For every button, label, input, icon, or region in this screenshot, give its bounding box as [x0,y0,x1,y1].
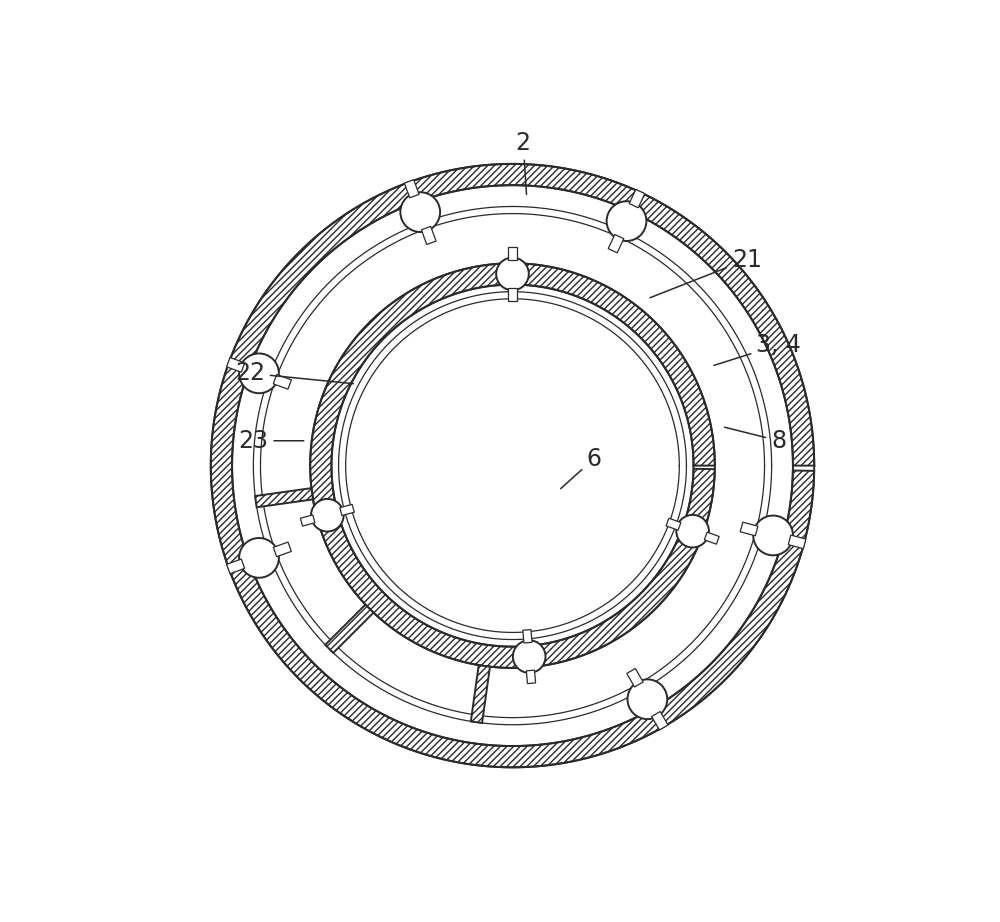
Circle shape [311,499,344,531]
Polygon shape [325,605,373,653]
Polygon shape [310,264,715,668]
Polygon shape [471,665,490,723]
Polygon shape [404,180,419,198]
Circle shape [676,514,709,548]
Polygon shape [652,712,668,730]
Polygon shape [273,542,291,557]
Circle shape [753,515,793,555]
Circle shape [239,353,279,393]
Polygon shape [704,532,719,544]
Polygon shape [740,522,758,536]
Polygon shape [421,227,436,244]
Polygon shape [608,234,624,253]
Text: 2: 2 [516,131,531,195]
Polygon shape [508,288,517,301]
Polygon shape [523,630,532,643]
Circle shape [496,257,529,290]
Polygon shape [666,518,681,530]
Polygon shape [300,514,315,526]
Polygon shape [629,189,645,207]
Circle shape [400,192,440,232]
Polygon shape [227,559,245,573]
Circle shape [628,680,667,719]
Polygon shape [255,488,313,507]
Polygon shape [508,247,517,260]
Text: 21: 21 [650,248,762,298]
Circle shape [607,201,646,241]
Text: 8: 8 [725,427,786,453]
Polygon shape [211,164,814,767]
Polygon shape [526,670,536,683]
Text: 6: 6 [561,446,602,489]
Polygon shape [227,358,245,372]
Polygon shape [273,374,291,389]
Text: 3, 4: 3, 4 [714,333,801,365]
Text: 23: 23 [238,429,304,453]
Text: 22: 22 [235,361,354,385]
Circle shape [239,538,279,578]
Polygon shape [340,504,354,515]
Polygon shape [788,535,806,549]
Circle shape [513,640,546,673]
Polygon shape [627,668,643,687]
